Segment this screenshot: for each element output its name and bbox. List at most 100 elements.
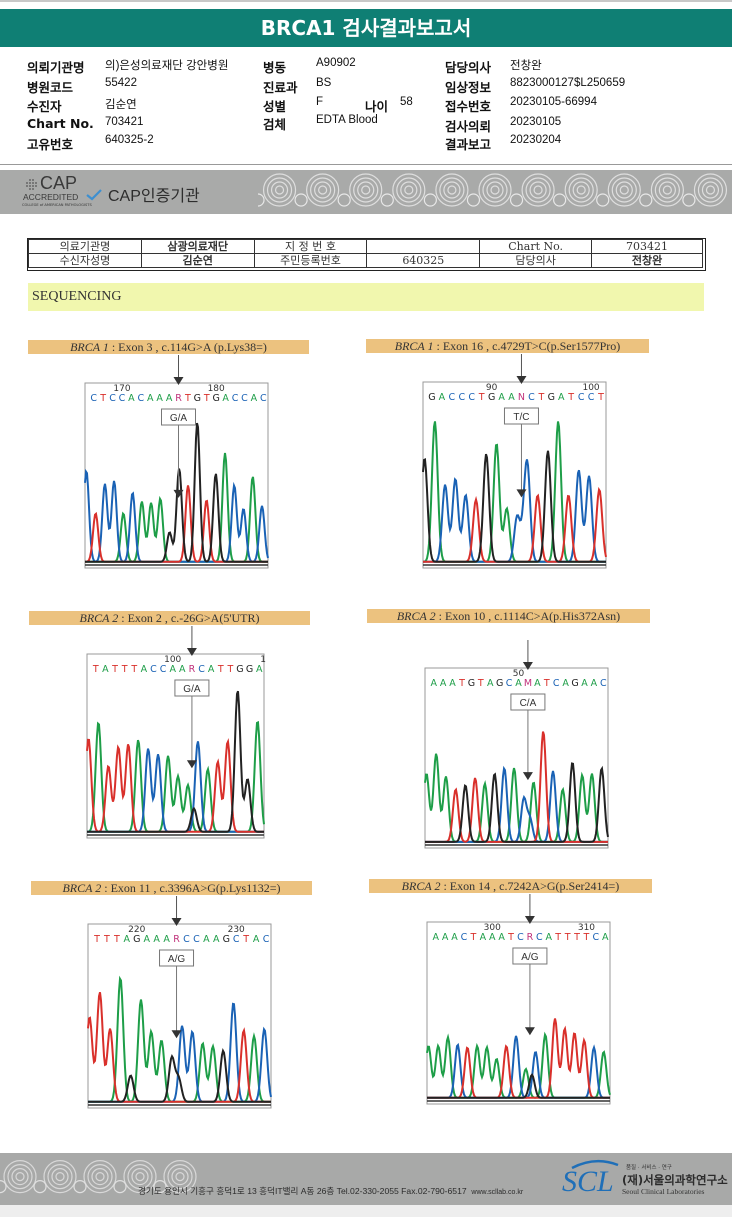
base-call: A [203, 934, 210, 945]
label-request-date: 검사의뢰 [445, 119, 492, 134]
base-call: T [121, 664, 128, 675]
position-tick-label: 110 [260, 655, 266, 665]
cloud-swirl [478, 173, 512, 207]
cloud-swirl [95, 1172, 105, 1182]
bottom-strip [0, 1205, 732, 1217]
base-call: A [256, 664, 263, 675]
cell-label: 수신자성명 [28, 253, 142, 268]
base-call: C [449, 392, 456, 403]
value-specimen: EDTA Blood [316, 114, 378, 126]
base-call: A [558, 392, 565, 403]
cloud-pattern-decoration [258, 173, 728, 207]
cloud-swirl [525, 177, 551, 203]
cloud-swirl [701, 181, 720, 199]
cap-college-text: COLLEGE of AMERICAN PATHOLOGISTS [22, 203, 92, 207]
base-call: A [143, 934, 150, 945]
variant-desc: : Exon 11 , c.3396A>G(p.Lys1132=) [101, 881, 281, 895]
base-call: A [208, 664, 215, 675]
base-call: T [103, 934, 110, 945]
sequencing-title: SEQUENCING [32, 289, 122, 304]
base-call: A [169, 664, 176, 675]
base-call: C [233, 934, 240, 945]
value-sex: F [316, 96, 324, 108]
cloud-swirl [439, 177, 465, 203]
arrow-down-icon [186, 760, 197, 769]
cloud-swirl [639, 193, 653, 207]
variant-desc: : Exon 16 , c.4729T>C(p.Ser1577Pro) [433, 339, 621, 353]
cloud-swirl [87, 1164, 113, 1190]
cloud-swirl [258, 193, 265, 207]
cloud-swirl [682, 193, 696, 207]
base-call: A [156, 393, 163, 404]
cloud-swirl [127, 1164, 153, 1190]
base-call: T [93, 934, 100, 945]
cloud-swirl [270, 181, 289, 199]
genotype-call: T/C [513, 412, 529, 423]
base-call: G [488, 392, 495, 403]
base-call: A [534, 678, 541, 689]
position-tick-label: 180 [208, 384, 225, 394]
cloud-swirl [404, 185, 414, 195]
position-tick-label: 230 [228, 925, 245, 935]
trace-G [427, 1073, 610, 1099]
base-call: A [515, 678, 522, 689]
address-text: 경기도 용인시 기흥구 흥덕1로 13 흥덕IT밸리 A동 26층 Tel.02… [138, 1186, 467, 1196]
cloud-swirl [153, 1180, 167, 1194]
base-call: G [548, 392, 555, 403]
gene-name: BRCA 2 [396, 609, 436, 623]
cloud-swirl [43, 1160, 77, 1194]
base-call: A [546, 932, 553, 943]
label-receipt-no: 접수번호 [445, 99, 492, 114]
top-border [0, 0, 732, 2]
cap-accredited-text: ACCREDITED [23, 192, 79, 202]
arrow-down-icon [516, 376, 527, 384]
base-call: G [468, 678, 475, 689]
base-call: A [489, 932, 496, 943]
cloud-swirl [131, 1168, 149, 1186]
genotype-call: G/A [170, 413, 188, 424]
base-call: G [194, 393, 201, 404]
base-call: C [160, 664, 167, 675]
base-call: T [184, 393, 191, 404]
base-call: A [442, 932, 449, 943]
base-call: A [213, 934, 220, 945]
lab-name-english: Seoul Clinical Laboratories [622, 1187, 705, 1196]
base-call: T [111, 664, 118, 675]
cloud-swirl [697, 177, 724, 203]
value-institution: 의)은성의료재단 강안병원 [105, 60, 229, 72]
value-patient: 김순연 [105, 99, 137, 111]
base-call: C [553, 678, 560, 689]
cloud-swirl [55, 1172, 65, 1182]
cloud-swirl [357, 181, 375, 199]
arrow-down-icon [186, 648, 197, 656]
report-table: 의료기관명 삼광의료재단 지 정 번 호 Chart No. 703421 수신… [28, 239, 703, 268]
cloud-swirl [521, 173, 555, 207]
base-call: T [242, 934, 249, 945]
genotype-call: G/A [183, 684, 201, 695]
cloud-swirl [662, 185, 672, 195]
cap-logo-text: CAP [40, 173, 78, 193]
cloud-swirl [553, 193, 567, 207]
cell-label: Chart No. [479, 239, 593, 254]
lab-name-korean: (재)서울의과학연구소 [622, 1173, 728, 1187]
cloud-swirl [490, 185, 500, 195]
cloud-swirl [7, 1164, 33, 1190]
cloud-swirl [310, 177, 336, 203]
arrow-down-icon [173, 377, 184, 385]
base-call: C [193, 934, 200, 945]
label-specimen: 검체 [263, 117, 287, 132]
cloud-swirl [380, 193, 394, 207]
base-call: T [203, 393, 210, 404]
report-table-row: 수신자성명 김순연 주민등록번호 640325 담당의사 전창완 [28, 253, 703, 268]
base-call: C [461, 932, 468, 943]
base-call: G [223, 934, 230, 945]
cloud-swirl [266, 177, 293, 203]
website-link[interactable]: www.scllab.co.kr [471, 1189, 524, 1196]
base-call: A [451, 932, 458, 943]
base-call: A [166, 393, 173, 404]
base-call: C [263, 934, 270, 945]
label-report-date: 결과보고 [445, 137, 492, 152]
cloud-swirl [51, 1168, 69, 1186]
cell-value: 640325 [366, 253, 481, 268]
